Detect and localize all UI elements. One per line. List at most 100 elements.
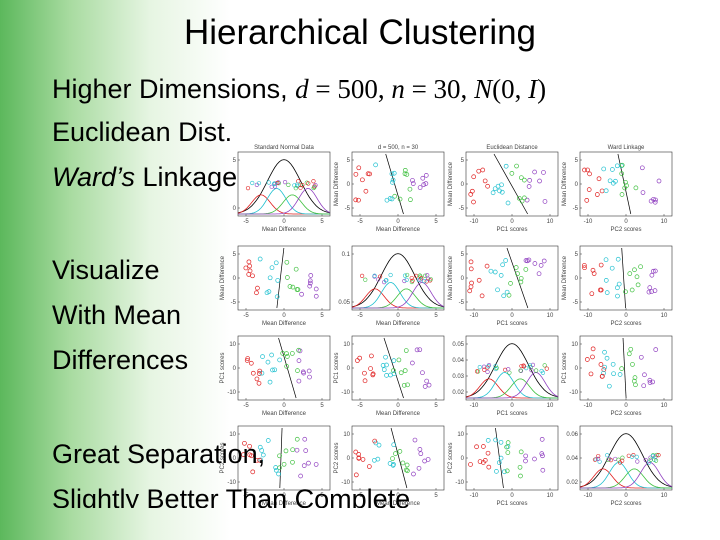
plot-panel: Euclidean Distance PC1 scores Mean Differe… xyxy=(448,145,559,233)
data-circle xyxy=(490,190,496,196)
y-axis-label: Mean Difference xyxy=(448,255,454,300)
data-circle xyxy=(306,181,311,186)
plot-panel: PC1 scores PC2 scores -10 0 10 -10 0 10 xyxy=(448,425,559,507)
y-tick-label: 0 xyxy=(461,456,465,462)
data-circle xyxy=(405,382,410,388)
data-circle xyxy=(518,368,523,373)
data-circle xyxy=(308,273,314,278)
data-circle xyxy=(270,367,275,373)
data-circle xyxy=(368,366,373,371)
data-circle xyxy=(299,291,304,297)
data-circle xyxy=(485,438,491,443)
bullet-text: Euclidean Dist. xyxy=(52,117,232,147)
data-circle xyxy=(417,347,423,353)
data-circle xyxy=(607,456,612,461)
data-circle xyxy=(313,286,319,292)
data-circle xyxy=(381,367,387,373)
data-circle xyxy=(375,456,381,462)
data-circle xyxy=(504,444,510,450)
x-tick-label: -5 xyxy=(243,493,249,499)
data-circle xyxy=(493,437,498,443)
data-circle xyxy=(536,271,542,277)
data-circle xyxy=(391,462,396,467)
plot-frame xyxy=(351,151,445,217)
data-circle xyxy=(532,456,537,462)
data-circle xyxy=(652,199,658,205)
data-circle xyxy=(241,452,246,457)
y-tick-label: 0 xyxy=(575,276,579,282)
data-circle xyxy=(272,182,277,187)
density-curve xyxy=(579,433,673,488)
x-tick-label: 5 xyxy=(434,403,438,409)
data-circle xyxy=(602,349,607,355)
data-circle xyxy=(486,364,491,369)
data-circle xyxy=(526,184,532,189)
x-tick-label: 0 xyxy=(396,403,400,409)
x-tick-label: 0 xyxy=(510,313,514,319)
data-circle xyxy=(479,293,485,299)
x-axis-label: PC2 scores xyxy=(610,501,641,507)
data-circle xyxy=(295,183,300,188)
x-tick-label: 0 xyxy=(396,313,400,319)
data-circle xyxy=(503,258,509,263)
data-circle xyxy=(284,259,290,265)
plot-frame xyxy=(465,151,559,217)
data-circle xyxy=(602,364,608,370)
plot-frame xyxy=(579,245,673,311)
x-tick-label: 5 xyxy=(434,313,438,319)
data-circle xyxy=(289,351,295,356)
data-circle xyxy=(468,259,474,265)
x-tick-label: 10 xyxy=(547,403,554,409)
x-tick-label: 10 xyxy=(661,219,668,225)
x-tick-label: -5 xyxy=(243,403,249,409)
data-circle xyxy=(355,358,360,363)
data-circle xyxy=(486,464,492,470)
data-circle xyxy=(496,460,502,465)
data-circle xyxy=(277,357,283,363)
data-circle xyxy=(632,267,637,273)
y-tick-label: -5 xyxy=(231,300,237,306)
data-circle xyxy=(410,360,415,366)
data-circle xyxy=(260,354,265,359)
x-axis-label: PC2 scores xyxy=(610,227,641,233)
data-circle xyxy=(598,287,604,293)
data-circle xyxy=(638,354,644,360)
data-circle xyxy=(648,457,653,462)
data-circle xyxy=(298,473,303,479)
data-circle xyxy=(398,370,404,376)
x-tick-label: 10 xyxy=(661,493,668,499)
y-axis-label: PC1 scores xyxy=(562,352,568,383)
y-tick-label: 0 xyxy=(461,276,465,282)
data-circle xyxy=(468,462,473,467)
divider-line xyxy=(506,247,529,309)
data-circle xyxy=(488,268,494,274)
data-circle xyxy=(313,183,318,188)
data-circle xyxy=(376,277,381,282)
data-circle xyxy=(623,179,628,185)
data-circle xyxy=(516,195,522,201)
data-circle xyxy=(390,456,395,461)
data-circle xyxy=(634,454,639,460)
data-circle xyxy=(402,171,408,177)
x-tick-label: -5 xyxy=(357,219,363,225)
y-tick-label: 5 xyxy=(461,252,465,258)
x-axis-label: Mean Difference xyxy=(262,501,307,507)
data-circle xyxy=(269,352,274,358)
text-segment: Great Separation, xyxy=(52,439,265,469)
data-circle xyxy=(517,464,523,470)
data-circle xyxy=(384,197,390,203)
x-tick-label: -10 xyxy=(470,219,479,225)
data-circle xyxy=(276,180,281,185)
data-circle xyxy=(376,442,382,448)
data-circle xyxy=(356,455,362,461)
y-tick-label: 0.06 xyxy=(566,432,578,438)
data-circle xyxy=(293,186,298,191)
data-circle xyxy=(635,282,641,288)
data-circle xyxy=(410,178,415,183)
x-tick-label: 5 xyxy=(434,493,438,499)
data-circle xyxy=(353,171,359,177)
data-circle xyxy=(267,275,273,281)
data-circle xyxy=(294,436,300,442)
x-tick-label: -5 xyxy=(357,493,363,499)
data-circle xyxy=(267,379,273,385)
